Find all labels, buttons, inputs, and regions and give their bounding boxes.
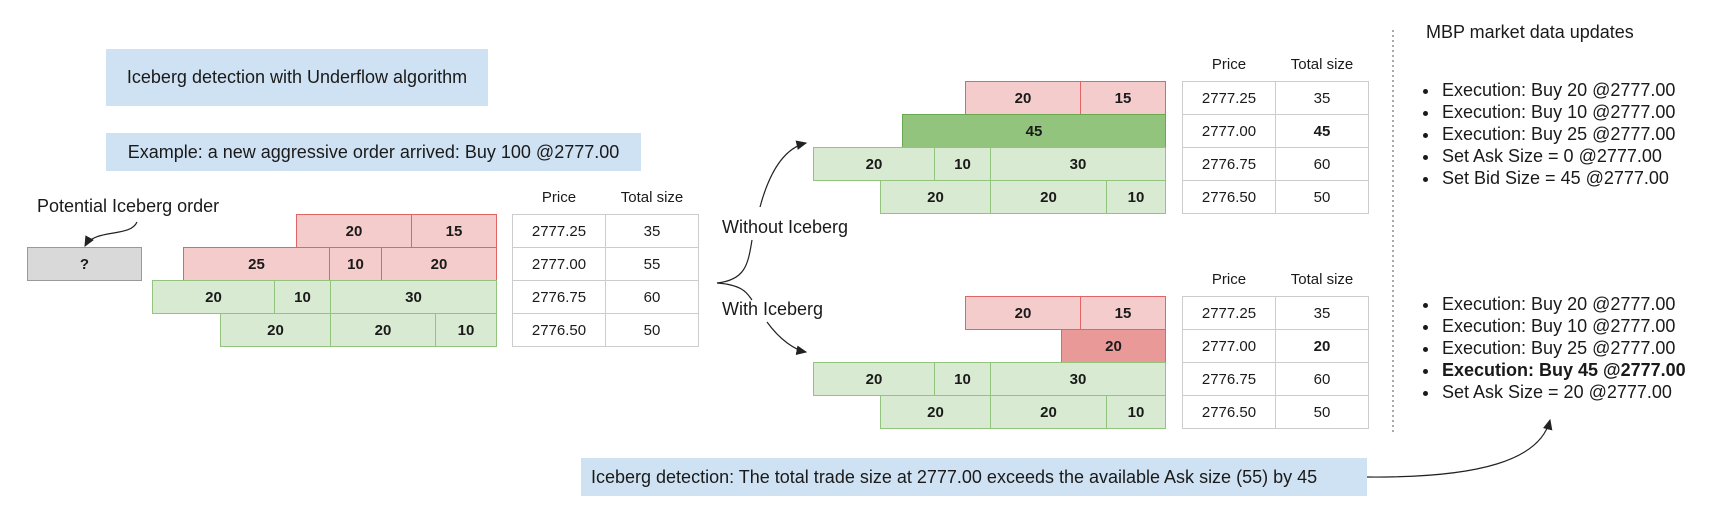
book-segment: 20 bbox=[813, 147, 935, 181]
total-cell: 60 bbox=[605, 280, 699, 314]
list-item: Execution: Buy 20 @2777.00 bbox=[1440, 293, 1686, 315]
potential-iceberg-arrow bbox=[84, 221, 138, 248]
mbp-updates-title: MBP market data updates bbox=[1426, 22, 1634, 42]
book-segment: 20 bbox=[220, 313, 331, 347]
list-item: Execution: Buy 25 @2777.00 bbox=[1440, 337, 1686, 359]
price-header: Price bbox=[1211, 271, 1247, 288]
iceberg-order-text: ? bbox=[79, 255, 90, 273]
total-cell: 50 bbox=[605, 313, 699, 347]
total-cell: 20 bbox=[1275, 329, 1369, 363]
diagram-title: Iceberg detection with Underflow algorit… bbox=[106, 49, 488, 106]
total-cell: 35 bbox=[1275, 296, 1369, 330]
total-cell: 60 bbox=[1275, 147, 1369, 181]
price-cell: 2776.75 bbox=[1182, 362, 1276, 396]
book-segment: 20 bbox=[330, 313, 436, 347]
price-cell: 2777.00 bbox=[512, 247, 606, 281]
list-item: Execution: Buy 10 @2777.00 bbox=[1440, 315, 1686, 337]
list-item: Set Bid Size = 45 @2777.00 bbox=[1440, 167, 1675, 189]
price-cell: 2776.75 bbox=[1182, 147, 1276, 181]
book-segment: 20 bbox=[296, 214, 412, 248]
total-cell: 60 bbox=[1275, 362, 1369, 396]
book-segment: 30 bbox=[990, 147, 1166, 181]
potential-iceberg-label: Potential Iceberg order bbox=[37, 196, 220, 216]
price-cell: 2777.25 bbox=[1182, 296, 1276, 330]
detection-note: Iceberg detection: The total trade size … bbox=[581, 458, 1367, 496]
book-segment: 20 bbox=[813, 362, 935, 396]
book-segment: 10 bbox=[435, 313, 497, 347]
book-segment: 10 bbox=[274, 280, 331, 314]
price-cell: 2776.75 bbox=[512, 280, 606, 314]
iceberg-order-box: ? bbox=[27, 247, 142, 281]
price-cell: 2776.50 bbox=[1182, 180, 1276, 214]
updates-with-iceberg: Execution: Buy 20 @2777.00 Execution: Bu… bbox=[1406, 293, 1686, 403]
book-segment: 10 bbox=[1106, 395, 1166, 429]
book-segment: 10 bbox=[934, 147, 991, 181]
book-segment: 20 bbox=[1061, 329, 1166, 363]
total-size-header: Total size bbox=[1290, 271, 1354, 288]
updates-without-iceberg: Execution: Buy 20 @2777.00 Execution: Bu… bbox=[1406, 79, 1675, 189]
book-segment: 10 bbox=[329, 247, 382, 281]
list-item: Execution: Buy 20 @2777.00 bbox=[1440, 79, 1675, 101]
book-segment: 20 bbox=[965, 296, 1081, 330]
example-note-text: Example: a new aggressive order arrived:… bbox=[127, 141, 620, 162]
price-cell: 2776.50 bbox=[1182, 395, 1276, 429]
with-iceberg-label: With Iceberg bbox=[722, 299, 824, 319]
total-cell: 55 bbox=[605, 247, 699, 281]
book-segment: 25 bbox=[183, 247, 330, 281]
book-segment: 20 bbox=[880, 180, 991, 214]
total-cell: 50 bbox=[1275, 180, 1369, 214]
book-segment: 15 bbox=[1080, 296, 1166, 330]
book-segment: 15 bbox=[411, 214, 497, 248]
diagram-title-text: Iceberg detection with Underflow algorit… bbox=[126, 67, 468, 87]
book-segment: 20 bbox=[152, 280, 275, 314]
total-cell: 35 bbox=[1275, 81, 1369, 115]
total-cell: 50 bbox=[1275, 395, 1369, 429]
detection-note-arrow bbox=[1366, 418, 1553, 478]
list-item: Execution: Buy 45 @2777.00 bbox=[1440, 359, 1686, 381]
price-cell: 2777.00 bbox=[1182, 329, 1276, 363]
book-segment: 20 bbox=[880, 395, 991, 429]
list-item: Set Ask Size = 0 @2777.00 bbox=[1440, 145, 1675, 167]
book-segment: 45 bbox=[902, 114, 1166, 148]
example-note: Example: a new aggressive order arrived:… bbox=[106, 133, 641, 171]
price-header: Price bbox=[541, 189, 577, 206]
price-cell: 2777.00 bbox=[1182, 114, 1276, 148]
branch-brace bbox=[716, 239, 753, 284]
detection-note-text: Iceberg detection: The total trade size … bbox=[591, 466, 1318, 487]
total-size-header: Total size bbox=[620, 189, 684, 206]
book-segment: 20 bbox=[990, 395, 1107, 429]
book-segment: 10 bbox=[1106, 180, 1166, 214]
book-segment: 30 bbox=[330, 280, 497, 314]
with-iceberg-arrow bbox=[766, 321, 808, 355]
book-segment: 20 bbox=[965, 81, 1081, 115]
list-item: Set Ask Size = 20 @2777.00 bbox=[1440, 381, 1686, 403]
price-header: Price bbox=[1211, 56, 1247, 73]
price-cell: 2776.50 bbox=[512, 313, 606, 347]
list-item: Execution: Buy 25 @2777.00 bbox=[1440, 123, 1675, 145]
list-item: Execution: Buy 10 @2777.00 bbox=[1440, 101, 1675, 123]
book-segment: 20 bbox=[381, 247, 497, 281]
branch-brace-lower bbox=[716, 282, 753, 301]
without-iceberg-arrow bbox=[759, 140, 808, 208]
without-iceberg-label: Without Iceberg bbox=[722, 217, 849, 237]
total-size-header: Total size bbox=[1290, 56, 1354, 73]
book-segment: 20 bbox=[990, 180, 1107, 214]
